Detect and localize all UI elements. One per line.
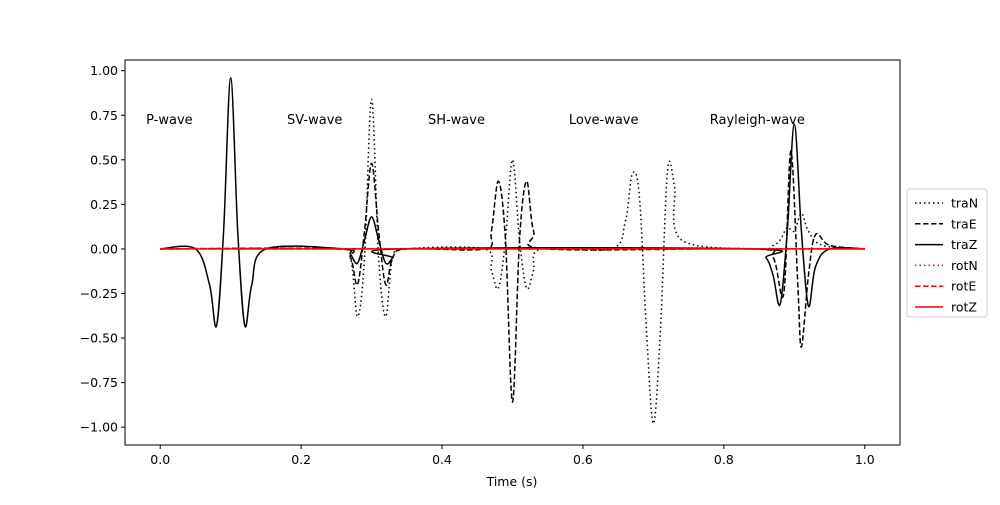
x-tick-label: 0.0	[150, 452, 170, 467]
legend-label-rotE: rotE	[951, 279, 976, 294]
x-tick-label: 0.8	[714, 452, 734, 467]
y-tick-label: 0.25	[90, 197, 118, 212]
series-line-traE	[160, 150, 865, 403]
y-tick-label: −1.00	[80, 420, 118, 435]
x-tick-label: 1.0	[855, 452, 875, 467]
y-tick-label: −0.75	[80, 375, 118, 390]
legend-frame	[906, 188, 988, 318]
y-tick-label: 0.50	[90, 152, 118, 167]
legend-label-traE: traE	[951, 216, 977, 231]
x-axis-label: Time (s)	[486, 474, 538, 489]
x-tick-label: 0.4	[432, 452, 452, 467]
annotation-rayleigh-wave: Rayleigh-wave	[710, 113, 805, 128]
y-tick-label: 0.75	[90, 108, 118, 123]
x-axis: 0.0 0.2 0.4 0.6 0.8 1.0	[150, 445, 875, 467]
series-line-traN	[160, 98, 865, 425]
x-tick-label: 0.2	[291, 452, 311, 467]
plot-area	[124, 59, 901, 446]
x-tick-label: 0.6	[573, 452, 593, 467]
y-tick-label: 0.00	[90, 241, 118, 256]
annotation-sh-wave: SH-wave	[428, 113, 485, 128]
legend-label-traZ: traZ	[951, 237, 977, 252]
legend: traN traE traZ rotN rotE rotZ	[906, 188, 988, 318]
series-layer	[160, 77, 865, 425]
y-axis: −1.00 −0.75 −0.50 −0.25 0.00 0.25 0.50 0.75 1.00	[80, 63, 125, 435]
legend-label-rotN: rotN	[951, 258, 978, 273]
y-tick-label: −0.50	[80, 331, 118, 346]
y-tick-label: −0.25	[80, 286, 118, 301]
annotation-p-wave: P-wave	[146, 113, 193, 128]
series-line-traZ	[160, 77, 865, 328]
legend-label-rotZ: rotZ	[951, 300, 977, 315]
y-tick-label: 1.00	[90, 63, 118, 78]
legend-label-traN: traN	[951, 196, 978, 211]
annotations: P-wave SV-wave SH-wave Love-wave Rayleigh-wa…	[146, 113, 805, 128]
annotation-love-wave: Love-wave	[569, 113, 639, 128]
annotation-sv-wave: SV-wave	[287, 113, 342, 128]
